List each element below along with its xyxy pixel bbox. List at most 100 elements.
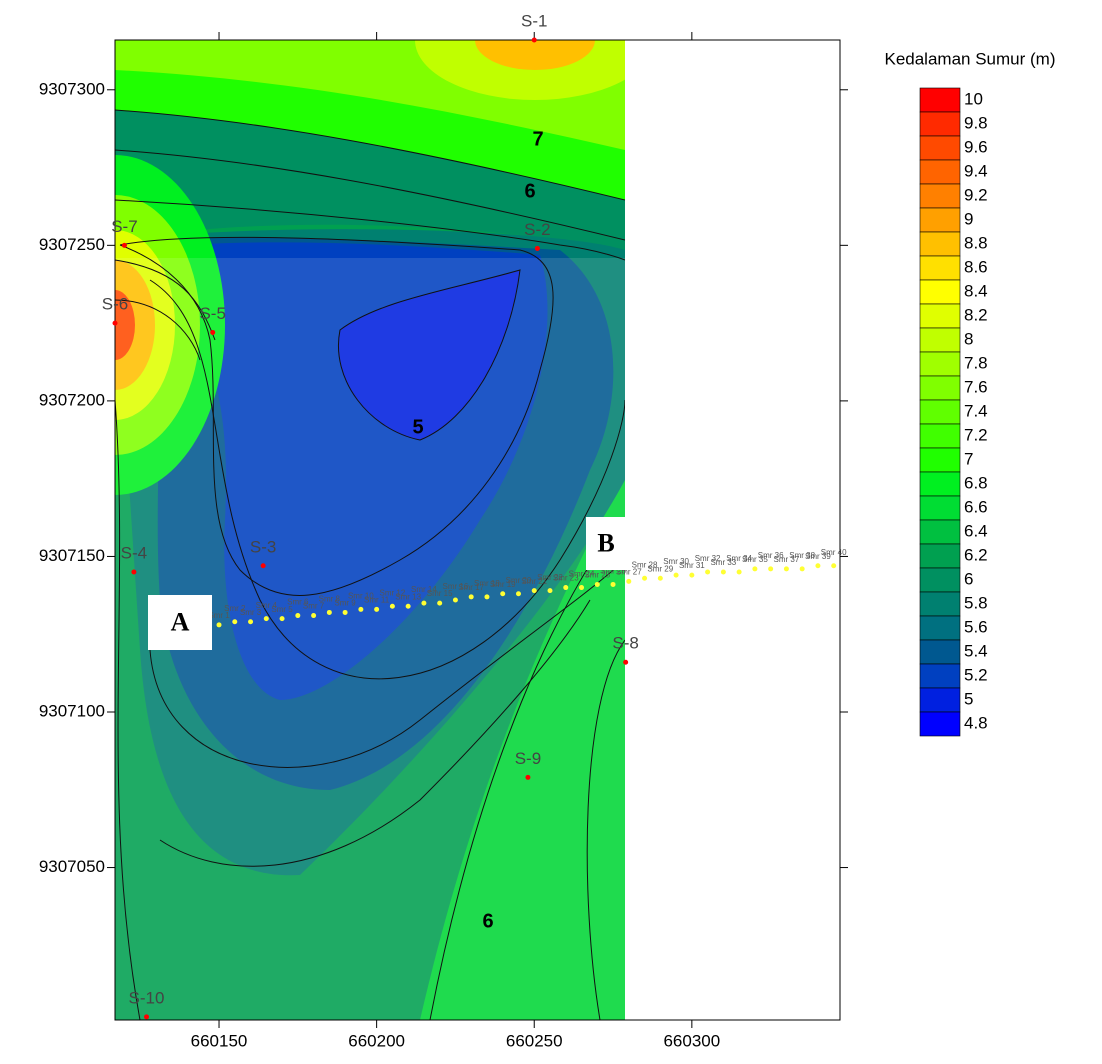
colorbar-swatch [920, 400, 960, 424]
survey-point [705, 570, 710, 575]
colorbar-label: 8.4 [964, 281, 988, 300]
colorbar-swatch [920, 352, 960, 376]
survey-label: Smr 40 [821, 548, 847, 557]
section-label: A [171, 607, 190, 636]
legend-title: Kedalaman Sumur (m) [884, 49, 1055, 68]
well-label: S-4 [121, 543, 147, 562]
well [113, 321, 118, 326]
colorbar-swatch [920, 136, 960, 160]
survey-point [374, 607, 379, 612]
colorbar-swatch [920, 304, 960, 328]
survey-point [595, 582, 600, 587]
colorbar-label: 8.8 [964, 233, 988, 252]
colorbar-swatch [920, 328, 960, 352]
colorbar-swatch [920, 424, 960, 448]
survey-point [406, 604, 411, 609]
survey-point [831, 563, 836, 568]
colorbar-swatch [920, 280, 960, 304]
colorbar-swatch [920, 184, 960, 208]
well [131, 570, 136, 575]
survey-point [516, 591, 521, 596]
y-tick-label: 9307250 [39, 235, 105, 254]
contour-label: 6 [482, 910, 493, 932]
colorbar-swatch [920, 496, 960, 520]
survey-point [343, 610, 348, 615]
well [122, 243, 127, 248]
colorbar-label: 7.8 [964, 353, 988, 372]
x-tick-label: 660200 [348, 1031, 405, 1050]
y-tick-label: 9307100 [39, 701, 105, 720]
x-tick-label: 660150 [191, 1031, 248, 1050]
survey-point [232, 619, 237, 624]
survey-point [815, 563, 820, 568]
survey-point [437, 601, 442, 606]
contour-label: 5 [412, 416, 423, 438]
colorbar-label: 4.8 [964, 713, 988, 732]
colorbar-swatch [920, 640, 960, 664]
colorbar-label: 6.6 [964, 497, 988, 516]
colorbar-swatch [920, 448, 960, 472]
well [623, 660, 628, 665]
survey-point [327, 610, 332, 615]
colorbar-label: 6.4 [964, 521, 988, 540]
well [261, 563, 266, 568]
colorbar-swatch [920, 208, 960, 232]
colorbar-swatch [920, 472, 960, 496]
well-label: S-9 [515, 749, 541, 768]
x-tick-label: 660300 [663, 1031, 720, 1050]
map: Kedalaman Sumur (m) 66015066020066025066… [0, 0, 1102, 1059]
survey-point [737, 570, 742, 575]
colorbar-label: 9.6 [964, 137, 988, 156]
colorbar-swatch [920, 712, 960, 736]
colorbar-swatch [920, 544, 960, 568]
colorbar-label: 5.4 [964, 641, 988, 660]
colorbar-swatch [920, 592, 960, 616]
y-tick-label: 9307050 [39, 857, 105, 876]
colorbar-swatch [920, 616, 960, 640]
colorbar-swatch [920, 688, 960, 712]
colorbar-label: 8.6 [964, 257, 988, 276]
colorbar-label: 5.6 [964, 617, 988, 636]
y-tick-label: 9307200 [39, 390, 105, 409]
survey-point [642, 576, 647, 581]
colorbar-label: 6.2 [964, 545, 988, 564]
survey-point [752, 566, 757, 571]
x-tick-label: 660250 [506, 1031, 563, 1050]
survey-point [217, 622, 222, 627]
y-tick-label: 9307300 [39, 79, 105, 98]
section-label: B [597, 528, 614, 557]
well [532, 38, 537, 43]
survey-point [674, 573, 679, 578]
well-label: S-5 [199, 304, 225, 323]
well [535, 246, 540, 251]
well-label: S-6 [102, 295, 128, 314]
well-label: S-8 [612, 634, 638, 653]
survey-point [295, 613, 300, 618]
colorbar-swatch [920, 232, 960, 256]
colorbar-label: 7.4 [964, 401, 988, 420]
colorbar-label: 7.2 [964, 425, 988, 444]
colorbar-label: 7.6 [964, 377, 988, 396]
survey-point [784, 566, 789, 571]
survey-point [579, 585, 584, 590]
well [144, 1014, 149, 1019]
survey-point [469, 594, 474, 599]
well-label: S-10 [129, 988, 165, 1007]
survey-point [563, 585, 568, 590]
survey-point [248, 619, 253, 624]
contour-label: 6 [524, 180, 535, 202]
well-label: S-3 [250, 537, 276, 556]
colorbar-swatch [920, 112, 960, 136]
well-label: S-7 [111, 217, 137, 236]
colorbar-label: 6 [964, 569, 973, 588]
survey-point [658, 576, 663, 581]
survey-point [689, 573, 694, 578]
colorbar-swatch [920, 160, 960, 184]
colorbar-swatch [920, 568, 960, 592]
colorbar-label: 10 [964, 89, 983, 108]
colorbar-label: 6.8 [964, 473, 988, 492]
colorbar-label: 5.2 [964, 665, 988, 684]
survey-point [500, 591, 505, 596]
colorbar-swatch [920, 664, 960, 688]
survey-point [311, 613, 316, 618]
